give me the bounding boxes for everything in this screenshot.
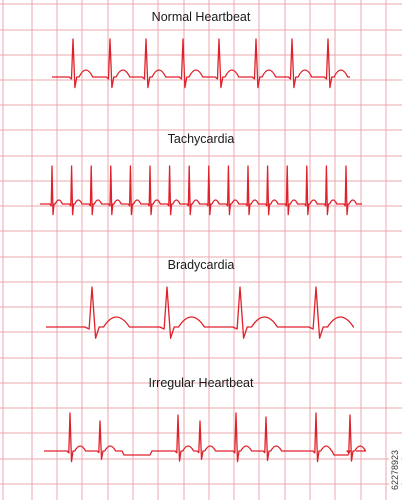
stock-id: 62278923 <box>390 449 400 491</box>
tachycardia-label: Tachycardia <box>167 132 235 146</box>
irregular-heartbeat-label: Irregular Heartbeat <box>148 376 254 390</box>
bradycardia-trace <box>46 286 355 339</box>
tachycardia-trace <box>40 165 362 216</box>
normal-heartbeat-label: Normal Heartbeat <box>151 10 251 24</box>
normal-heartbeat-trace <box>52 38 350 89</box>
stock-id-strip: 62278923 <box>389 440 401 500</box>
irregular-heartbeat-trace <box>44 412 367 463</box>
bradycardia-label: Bradycardia <box>167 258 235 272</box>
